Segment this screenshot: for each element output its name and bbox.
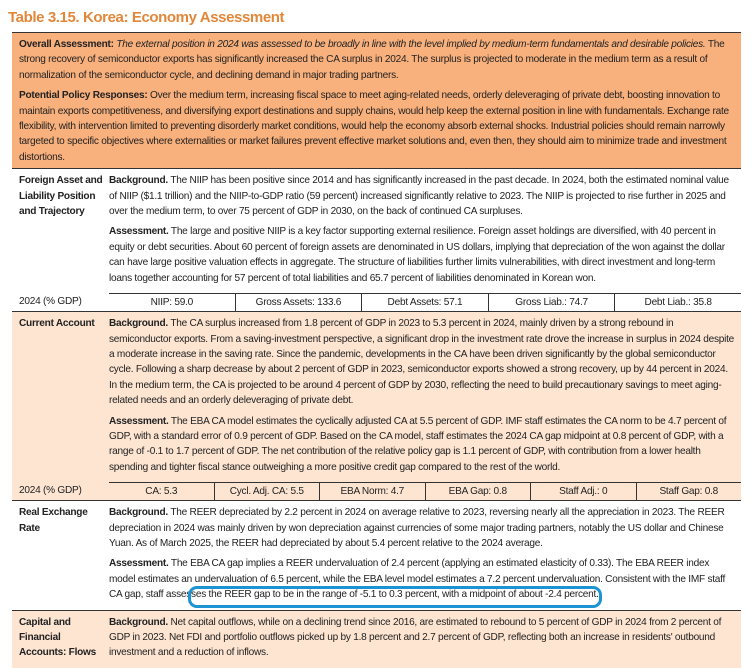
policy-text: Over the medium term, increasing fiscal … bbox=[19, 90, 729, 163]
stat-cell: Cycl. Adj. CA: 5.5 bbox=[213, 483, 320, 501]
assessment-label: Assessment. bbox=[109, 558, 169, 570]
background-label: Background. bbox=[109, 318, 168, 330]
row-foreign-asset: Foreign Asset and Liability Position and… bbox=[12, 169, 741, 293]
assessment-text: The EBA CA model estimates the cyclicall… bbox=[109, 415, 727, 473]
stats-label: 2024 (% GDP) bbox=[19, 296, 82, 308]
row-label: Real Exchange Rate bbox=[19, 507, 88, 534]
policy-label: Potential Policy Responses: bbox=[19, 90, 148, 102]
stats-row-foreign-asset: 2024 (% GDP) NIIP: 59.0 Gross Assets: 13… bbox=[12, 293, 741, 313]
row-capital-financial: Capital and Financial Accounts: Flows Ba… bbox=[12, 610, 741, 668]
row-real-exchange-rate: Real Exchange Rate Background. The REER … bbox=[12, 501, 741, 611]
overall-text: The strong recovery of semiconductor exp… bbox=[19, 39, 725, 81]
background-label: Background. bbox=[109, 616, 168, 628]
table-title: Table 3.15. Korea: Economy Assessment bbox=[8, 9, 285, 26]
background-label: Background. bbox=[109, 507, 168, 519]
stat-cell: Staff Adj.: 0 bbox=[530, 483, 636, 501]
row-current-account: Current Account Background. The CA surpl… bbox=[12, 312, 741, 483]
overall-label: Overall Assessment: bbox=[19, 39, 114, 50]
stat-cell: CA: 5.3 bbox=[145, 486, 178, 498]
overall-assessment-box: Overall Assessment: The external positio… bbox=[12, 32, 741, 170]
assessment-label: Assessment. bbox=[109, 415, 169, 427]
stat-cell: Gross Assets: 133.6 bbox=[234, 294, 362, 312]
background-text: Net capital outflows, while on a declini… bbox=[109, 616, 722, 659]
background-text: The REER depreciated by 2.2 percent in 2… bbox=[109, 507, 725, 549]
background-text: The CA surplus increased from 1.8 percen… bbox=[109, 318, 735, 407]
stat-cell: NIIP: 59.0 bbox=[150, 297, 194, 309]
background-label: Background. bbox=[109, 175, 168, 187]
stat-cell: EBA Gap: 0.8 bbox=[424, 483, 531, 501]
stat-cell: Gross Liab.: 74.7 bbox=[487, 294, 615, 312]
stats-row-current-account: 2024 (% GDP) CA: 5.3 Cycl. Adj. CA: 5.5 … bbox=[12, 482, 742, 502]
assessment-text: The large and positive NIIP is a key fac… bbox=[109, 226, 725, 284]
row-label: Current Account bbox=[19, 318, 95, 330]
row-label: Capital and Financial Accounts: Flows bbox=[19, 616, 97, 659]
stat-cell: Debt Liab.: 35.8 bbox=[614, 294, 741, 312]
overall-italic: The external position in 2024 was assess… bbox=[116, 39, 706, 50]
assessment-text: The EBA CA gap implies a REER undervalua… bbox=[109, 558, 726, 601]
row-label: Foreign Asset and Liability Position and… bbox=[19, 175, 103, 218]
background-text: The NIIP has been positive since 2014 an… bbox=[109, 175, 729, 218]
stats-label: 2024 (% GDP) bbox=[19, 485, 82, 497]
assessment-label: Assessment. bbox=[109, 226, 169, 238]
stat-cell: EBA Norm: 4.7 bbox=[319, 483, 425, 501]
stat-cell: Staff Gap: 0.8 bbox=[635, 483, 742, 501]
stat-cell: Debt Assets: 57.1 bbox=[361, 294, 488, 312]
